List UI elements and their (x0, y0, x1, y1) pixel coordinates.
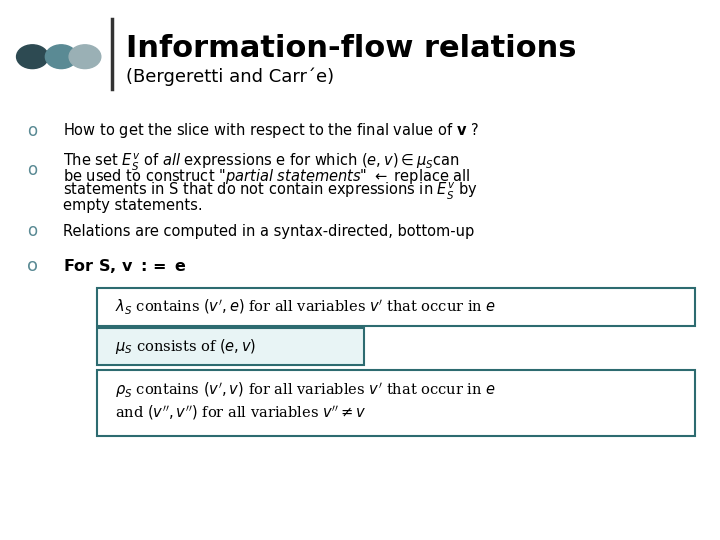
FancyBboxPatch shape (97, 370, 695, 436)
Text: $\lambda_S$ contains $(v', e)$ for all variables $v'$ that occur in $e$: $\lambda_S$ contains $(v', e)$ for all v… (115, 297, 497, 316)
Text: (Bergeretti and Carr´e): (Bergeretti and Carr´e) (126, 68, 334, 86)
Text: be used to construct "$\mathit{partial\ statements}$" $\leftarrow$ replace all: be used to construct "$\mathit{partial\ … (63, 167, 471, 186)
Circle shape (45, 45, 77, 69)
Text: Information-flow relations: Information-flow relations (126, 34, 577, 63)
Text: $\mu_S$ consists of $(e, v)$: $\mu_S$ consists of $(e, v)$ (115, 336, 256, 356)
Text: statements in S that do not contain expressions in $E_S^v$ by: statements in S that do not contain expr… (63, 180, 478, 202)
Text: empty statements.: empty statements. (63, 198, 203, 213)
Text: How to get the slice with respect to the final value of $\mathbf{v}$ ?: How to get the slice with respect to the… (63, 121, 480, 140)
FancyBboxPatch shape (97, 288, 695, 326)
Circle shape (17, 45, 48, 69)
Text: For S, $\mathbf{v}\ \mathbf{:=}\ \mathbf{e}$: For S, $\mathbf{v}\ \mathbf{:=}\ \mathbf… (63, 256, 187, 275)
Text: The set $E_S^v$ of $\mathit{all}$ expressions e for which $(e, v) \in \mu_S$can: The set $E_S^v$ of $\mathit{all}$ expres… (63, 151, 460, 173)
Text: o: o (27, 256, 38, 275)
Text: o: o (27, 222, 37, 240)
Text: o: o (27, 122, 37, 140)
Circle shape (69, 45, 101, 69)
FancyBboxPatch shape (97, 328, 364, 364)
Text: o: o (27, 161, 37, 179)
Text: Relations are computed in a syntax-directed, bottom-up: Relations are computed in a syntax-direc… (63, 224, 474, 239)
Text: and $(v'', v'')$ for all variables $v'' \neq v$: and $(v'', v'')$ for all variables $v'' … (115, 404, 367, 422)
Text: $\rho_S$ contains $(v', v)$ for all variables $v'$ that occur in $e$: $\rho_S$ contains $(v', v)$ for all vari… (115, 380, 496, 400)
